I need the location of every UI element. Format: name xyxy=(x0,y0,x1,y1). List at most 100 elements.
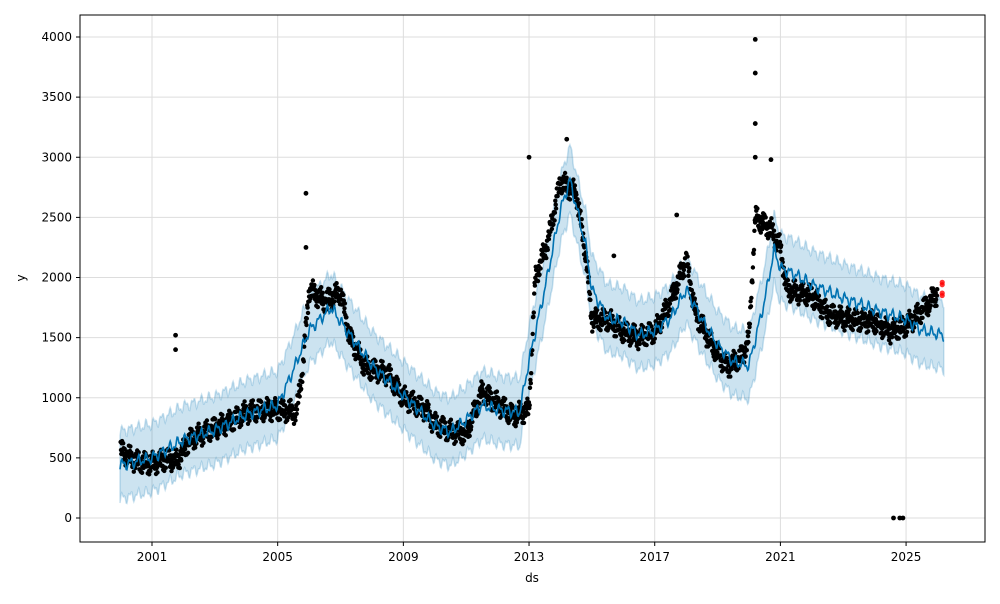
observed-point xyxy=(174,447,179,452)
observed-point xyxy=(282,403,288,408)
observed-point xyxy=(933,297,939,302)
observed-point xyxy=(176,452,182,458)
observed-point xyxy=(299,386,304,392)
observed-point xyxy=(185,450,191,455)
y-tick-label: 2500 xyxy=(41,210,72,224)
observed-point xyxy=(843,323,849,328)
observed-point xyxy=(751,247,757,253)
observed-point xyxy=(312,282,317,288)
observed-point xyxy=(220,412,225,418)
observed-point xyxy=(685,262,691,267)
observed-point xyxy=(838,304,844,310)
observed-point xyxy=(747,324,752,330)
y-tick-label: 4000 xyxy=(41,30,72,44)
observed-point xyxy=(918,320,924,326)
observed-point xyxy=(613,334,619,339)
observed-point xyxy=(688,281,693,286)
observed-point xyxy=(527,385,533,390)
observed-point xyxy=(743,354,748,359)
observed-point xyxy=(438,434,443,439)
observed-point xyxy=(888,341,893,346)
observed-point xyxy=(935,287,940,292)
observed-point xyxy=(296,400,301,406)
observed-point xyxy=(131,469,136,474)
observed-point xyxy=(286,415,291,420)
observed-point xyxy=(369,375,375,381)
observed-point xyxy=(769,216,774,221)
observed-point xyxy=(489,390,494,396)
observed-point xyxy=(828,320,833,326)
y-tick-label: 500 xyxy=(49,451,72,465)
x-tick-label: 2017 xyxy=(639,550,670,564)
observed-point xyxy=(675,287,680,292)
observed-point xyxy=(668,307,673,312)
observed-point xyxy=(469,424,474,429)
observed-point xyxy=(460,442,465,447)
observed-point xyxy=(546,236,552,242)
observed-point xyxy=(552,210,558,215)
observed-point xyxy=(310,278,316,283)
observed-point xyxy=(673,296,679,301)
observed-point xyxy=(555,193,560,199)
observed-point xyxy=(228,411,233,416)
observed-point xyxy=(689,287,694,293)
observed-point xyxy=(591,324,596,330)
observed-point xyxy=(327,287,332,292)
observed-point xyxy=(751,251,756,256)
observed-point xyxy=(467,433,472,439)
observed-point xyxy=(293,418,298,423)
observed-point xyxy=(288,397,293,403)
observed-point xyxy=(193,445,198,450)
x-tick-label: 2025 xyxy=(891,550,922,564)
observed-point xyxy=(503,396,508,402)
y-tick-label: 1000 xyxy=(41,391,72,405)
observed-point xyxy=(674,212,680,218)
observed-point xyxy=(571,177,576,182)
observed-point xyxy=(254,419,259,424)
observed-point xyxy=(147,472,152,477)
observed-point xyxy=(763,215,768,220)
x-tick-label: 2005 xyxy=(262,550,293,564)
observed-point xyxy=(204,418,210,423)
observed-point xyxy=(530,331,535,337)
observed-point xyxy=(866,329,871,334)
observed-point xyxy=(426,402,431,407)
observed-point xyxy=(338,287,343,292)
observed-point xyxy=(575,197,580,202)
observed-point xyxy=(636,347,641,352)
observed-point xyxy=(182,446,188,452)
observed-point xyxy=(259,399,264,404)
observed-point xyxy=(666,313,671,318)
observed-point xyxy=(576,201,582,206)
observed-point xyxy=(831,304,837,309)
observed-point xyxy=(139,470,145,475)
observed-point xyxy=(448,417,454,422)
observed-point xyxy=(889,335,895,340)
observed-point xyxy=(553,202,558,207)
observed-point xyxy=(148,468,153,474)
observed-point xyxy=(434,414,440,419)
observed-point xyxy=(934,293,940,298)
y-tick-label: 3500 xyxy=(41,90,72,104)
observed-point xyxy=(528,377,533,383)
observed-point xyxy=(553,198,558,203)
observed-point xyxy=(692,296,697,301)
observed-point xyxy=(261,419,266,424)
observed-point xyxy=(136,450,141,455)
observed-point xyxy=(553,206,559,211)
observed-point xyxy=(930,286,936,291)
observed-point xyxy=(531,314,536,319)
observed-point xyxy=(412,396,417,401)
observed-point xyxy=(173,347,178,353)
observed-point xyxy=(686,273,691,278)
observed-point xyxy=(549,226,555,232)
yhat-line xyxy=(119,176,945,471)
observed-point xyxy=(745,333,751,339)
future-point xyxy=(939,279,945,285)
observed-point xyxy=(587,291,593,297)
observed-point xyxy=(300,371,305,377)
observed-point xyxy=(366,371,372,376)
observed-point xyxy=(755,206,760,211)
observed-point xyxy=(231,427,237,432)
observed-point xyxy=(215,436,220,441)
